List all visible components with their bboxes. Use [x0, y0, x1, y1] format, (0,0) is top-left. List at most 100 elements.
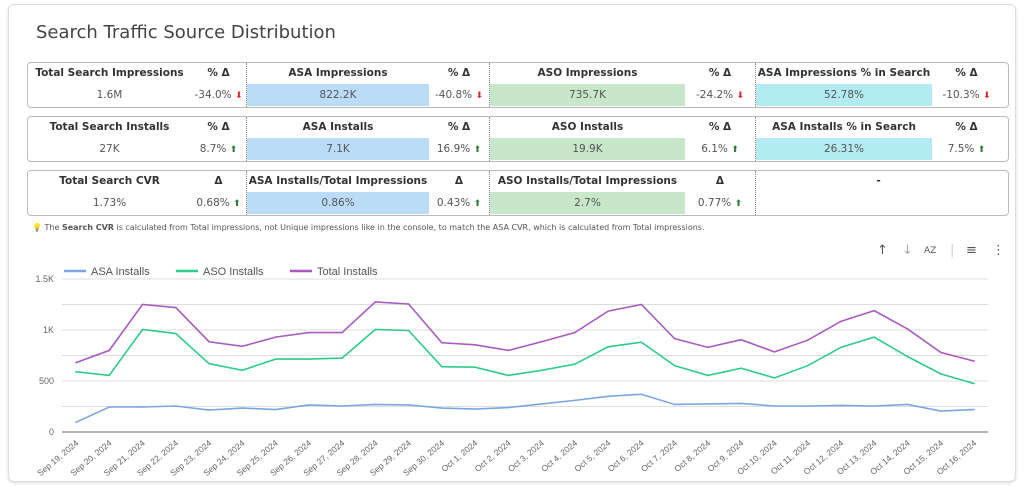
data-point — [707, 374, 709, 377]
data-point — [441, 365, 443, 368]
arrow-down-icon: ⬇ — [475, 91, 484, 101]
data-point — [308, 358, 310, 360]
data-point — [574, 363, 576, 365]
series-line-asa-installs — [75, 393, 975, 424]
data-point — [141, 328, 144, 331]
cvr-note: 💡 The Search CVR is calculated from Tota… — [32, 223, 705, 232]
legend-label: ASA Installs — [91, 266, 150, 278]
data-point — [840, 346, 842, 349]
scorecard: - — [756, 171, 1001, 215]
data-point — [141, 406, 144, 408]
scorecard-label: Total Search CVR — [59, 175, 160, 187]
data-point — [939, 351, 942, 354]
data-point — [873, 336, 876, 338]
delta-value: 7.5% — [947, 143, 975, 155]
y-tick-label: 1K — [43, 325, 54, 335]
data-point — [507, 349, 510, 352]
scorecard-label: Total Search Installs — [49, 121, 170, 133]
sort-descending-icon[interactable]: ↓ — [902, 243, 913, 258]
delta-label: Δ — [715, 175, 725, 187]
series-line-total-installs — [75, 301, 975, 364]
data-point — [707, 346, 709, 349]
scorecard: ASA Installs 7.1K % Δ 16.9% ⬆ — [247, 117, 490, 161]
data-point — [939, 410, 942, 412]
lightbulb-icon: 💡 — [32, 223, 42, 232]
scorecard-label: ASO Impressions — [537, 67, 638, 79]
scorecard-value: 19.9K — [490, 138, 685, 160]
data-point — [75, 371, 77, 373]
data-point — [574, 331, 576, 334]
data-point — [241, 345, 244, 348]
arrow-up-icon: ⬆ — [473, 145, 482, 155]
scorecard-value: 1.6M — [96, 89, 123, 101]
arrow-up-icon: ⬆ — [977, 145, 986, 155]
delta-label: Δ — [454, 175, 464, 187]
data-point — [607, 346, 609, 348]
data-point — [673, 403, 676, 406]
scorecard-label: ASO Installs — [551, 121, 624, 133]
data-point — [75, 421, 77, 424]
data-point — [773, 351, 776, 353]
arrow-up-icon: ⬆ — [229, 145, 238, 155]
page-title: Search Traffic Source Distribution — [36, 22, 336, 43]
note-text-rest: is calculated from Total impressions, no… — [113, 223, 705, 232]
delta-value: 6.1% — [701, 143, 728, 155]
sort-ascending-icon[interactable]: ↑ — [877, 243, 888, 258]
data-point — [607, 310, 609, 312]
data-point — [873, 405, 876, 407]
data-point — [540, 369, 543, 372]
data-point — [341, 357, 343, 359]
data-point — [174, 405, 177, 407]
data-point — [773, 405, 776, 407]
divider: | — [950, 243, 955, 258]
data-point — [540, 340, 543, 343]
data-point — [374, 403, 377, 406]
data-point — [540, 403, 543, 405]
data-point — [939, 373, 942, 375]
scorecard: ASA Installs % in Search 26.31% % Δ 7.5% ⬆ — [756, 117, 1001, 161]
scorecard-row: Total Search CVR 1.73% Δ 0.68% ⬆ ASA Instal… — [27, 170, 1009, 216]
filter-icon[interactable]: ≡ — [966, 243, 977, 258]
scorecard-value: 26.31% — [756, 138, 932, 160]
data-point — [640, 341, 643, 344]
arrow-down-icon: ⬇ — [234, 91, 243, 101]
scorecard: ASA Impressions 822.2K % Δ -40.8% ⬇ — [247, 63, 490, 107]
data-point — [607, 395, 609, 398]
scorecard: Total Search CVR 1.73% Δ 0.68% ⬆ — [28, 171, 247, 215]
scorecard-label: Total Search Impressions — [35, 67, 184, 79]
scorecard-label: ASA Installs/Total Impressions — [248, 175, 428, 187]
scorecard-value: 7.1K — [247, 138, 429, 160]
scorecard-label: ASO Installs/Total Impressions — [497, 175, 678, 187]
delta-label: % Δ — [955, 67, 978, 79]
report-card — [8, 4, 1016, 482]
arrow-down-icon: ⬇ — [982, 91, 991, 101]
data-point — [241, 407, 244, 409]
data-point — [108, 349, 111, 352]
sort-az-icon[interactable]: AZ — [924, 246, 937, 256]
data-point — [574, 399, 576, 402]
data-point — [174, 332, 177, 335]
data-point — [640, 303, 643, 306]
scorecard: Total Search Installs 27K % Δ 8.7% ⬆ — [28, 117, 247, 161]
data-point — [740, 402, 742, 405]
scorecard-value: 1.73% — [92, 197, 127, 209]
delta-value: 0.68% — [196, 197, 230, 209]
scorecard-value: 27K — [99, 143, 120, 155]
y-tick-label: 1.5K — [35, 274, 54, 284]
data-point — [906, 355, 909, 358]
delta-label: % Δ — [447, 121, 471, 133]
scorecard-label: ASA Impressions — [288, 67, 388, 79]
data-point — [108, 406, 111, 408]
delta-value: 0.43% — [436, 197, 471, 209]
delta-label: % Δ — [708, 121, 732, 133]
scorecard-value: 0.86% — [247, 192, 429, 214]
more-options-icon[interactable]: ⋮ — [992, 243, 1005, 258]
data-point — [441, 407, 443, 409]
scorecard: ASA Impressions % in Search 52.78% % Δ -10… — [756, 63, 1001, 107]
delta-label: % Δ — [447, 67, 471, 79]
data-point — [973, 408, 975, 411]
scorecard-value: 735.7K — [490, 84, 685, 106]
data-point — [341, 405, 343, 407]
data-point — [374, 328, 377, 331]
delta-value: -24.2% — [695, 89, 734, 101]
